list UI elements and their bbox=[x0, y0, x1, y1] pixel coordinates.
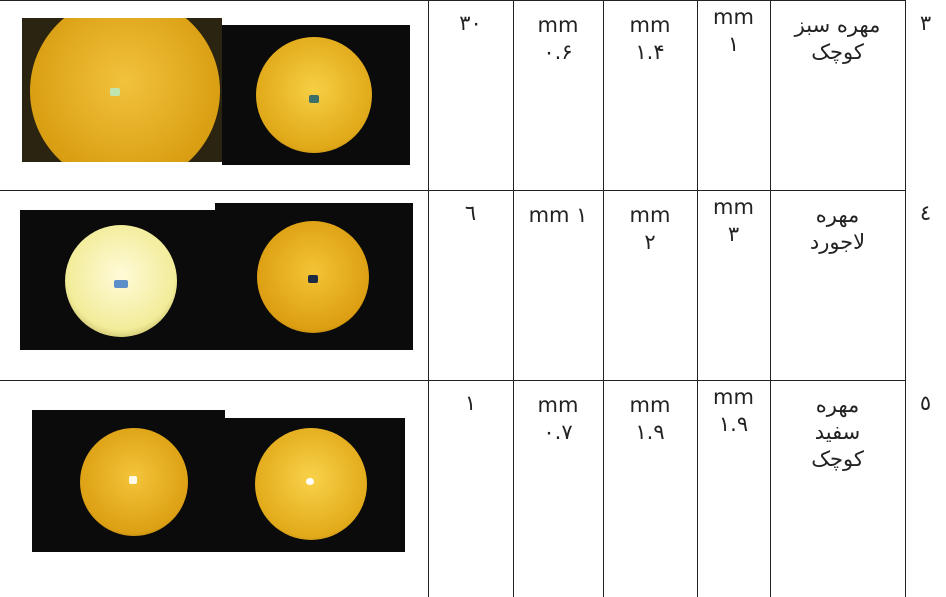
table-cell: مهره لاجورد bbox=[770, 202, 905, 256]
bead-photo bbox=[225, 418, 405, 552]
cell-text: mm bbox=[629, 13, 671, 37]
cell-text: مهره سبز bbox=[794, 13, 881, 37]
cell-text: mm bbox=[537, 393, 579, 417]
row-border bbox=[0, 0, 905, 1]
cell-text: ٦ bbox=[464, 201, 477, 225]
cell-text: مهره bbox=[815, 203, 860, 227]
bead-photo bbox=[20, 210, 215, 350]
cell-text: کوچک bbox=[811, 40, 864, 64]
table-cell: mm ۰.۶ bbox=[513, 12, 603, 66]
cell-text: mm bbox=[713, 385, 754, 409]
cell-text: mm bbox=[713, 5, 754, 29]
cell-text: ۱.۴ bbox=[635, 40, 665, 64]
table-cell: ٦ bbox=[428, 200, 513, 227]
cell-text: ۲ bbox=[644, 230, 656, 254]
cell-text: ٥ bbox=[919, 391, 932, 415]
cell-text: ٤ bbox=[919, 201, 932, 225]
table-cell: ۳۰ bbox=[428, 10, 513, 37]
table-cell: ۳ bbox=[905, 10, 946, 37]
table-cell: mm ۳ bbox=[697, 194, 770, 248]
table-cell: مهره سبز کوچک bbox=[770, 12, 905, 66]
row-border bbox=[0, 190, 905, 191]
cell-text: سفید bbox=[814, 420, 861, 444]
cell-text: لاجورد bbox=[809, 230, 866, 254]
column-border bbox=[905, 0, 906, 597]
table-cell: mm ۱ bbox=[513, 202, 603, 229]
cell-text: کوچک bbox=[811, 447, 864, 471]
bead-photo bbox=[32, 410, 225, 552]
table-cell: ٤ bbox=[905, 200, 946, 227]
cell-text: ۰.۶ bbox=[543, 40, 573, 64]
bead-photo bbox=[222, 25, 410, 165]
bead-photo bbox=[215, 203, 413, 350]
cell-text: ۳ bbox=[727, 222, 740, 246]
column-border bbox=[428, 0, 429, 597]
table-cell: mm ۱ bbox=[697, 4, 770, 58]
column-border bbox=[697, 0, 698, 597]
cell-text: ۳۰ bbox=[459, 11, 482, 35]
table-cell: mm ۲ bbox=[603, 202, 697, 256]
table-cell: mm ۰.۷ bbox=[513, 392, 603, 446]
cell-text: mm ۱ bbox=[528, 203, 588, 227]
cell-text: mm bbox=[537, 13, 579, 37]
table-cell: مهره سفید کوچک bbox=[770, 392, 905, 473]
cell-text: ۱ bbox=[727, 32, 740, 56]
table-cell: ۱ bbox=[428, 390, 513, 417]
cell-text: ۱.۹ bbox=[635, 420, 665, 444]
cell-text: مهره bbox=[815, 393, 860, 417]
cell-text: ۱.۹ bbox=[718, 412, 749, 436]
row-border bbox=[0, 380, 905, 381]
cell-text: mm bbox=[629, 393, 671, 417]
cell-text: mm bbox=[629, 203, 671, 227]
cell-text: ۰.۷ bbox=[543, 420, 573, 444]
column-border bbox=[770, 0, 771, 597]
table-cell: mm ۱.۹ bbox=[603, 392, 697, 446]
cell-text: mm bbox=[713, 195, 754, 219]
table-cell: mm ۱.۹ bbox=[697, 384, 770, 438]
table-cell: mm ۱.۴ bbox=[603, 12, 697, 66]
column-border bbox=[513, 0, 514, 597]
cell-text: ۱ bbox=[464, 391, 477, 415]
cell-text: ۳ bbox=[919, 11, 932, 35]
table-cell: ٥ bbox=[905, 390, 946, 417]
column-border bbox=[603, 0, 604, 597]
bead-photo bbox=[22, 18, 222, 162]
